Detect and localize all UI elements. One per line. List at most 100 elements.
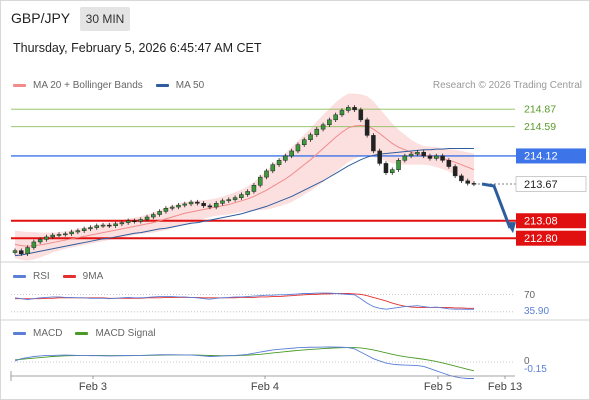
candle — [283, 153, 288, 163]
candle-body — [327, 119, 332, 126]
macd-legend: MACD MACD Signal — [13, 328, 168, 339]
candle — [371, 133, 376, 154]
candle — [446, 158, 452, 169]
candle — [144, 214, 150, 222]
candle-body — [69, 231, 74, 235]
level-label-bg-support-2 — [516, 230, 586, 246]
candle — [345, 105, 351, 113]
candle-body — [314, 128, 320, 136]
candle — [19, 248, 24, 256]
candle-body — [289, 150, 294, 157]
candle — [295, 142, 301, 154]
candle-body — [402, 155, 408, 161]
macd-swatch — [13, 332, 26, 335]
candle-body — [352, 107, 357, 111]
candle-body — [213, 203, 219, 208]
candle — [415, 150, 420, 157]
candle-body — [339, 110, 345, 116]
candle-body — [201, 203, 206, 207]
legend-ma20-label: MA 20 + Bollinger Bands — [33, 80, 143, 91]
level-label-bg-support-1 — [516, 213, 586, 229]
candle-body — [19, 250, 24, 255]
candle-body — [465, 180, 470, 184]
candle — [163, 206, 169, 214]
candle-body — [157, 211, 162, 215]
bollinger-band — [15, 93, 474, 261]
candle — [459, 173, 464, 184]
candle — [107, 222, 112, 228]
candle-body — [415, 151, 420, 155]
candle — [182, 201, 188, 208]
candle — [276, 158, 282, 167]
candle — [421, 150, 426, 159]
candle-body — [176, 204, 181, 208]
rsi-level-label: 70 — [524, 290, 536, 301]
candle — [94, 223, 99, 230]
candle — [377, 148, 382, 166]
candle — [75, 228, 81, 235]
candle — [257, 174, 263, 188]
candle — [125, 218, 131, 225]
ma50-line — [14, 147, 474, 257]
candle-body — [12, 250, 18, 253]
candle — [264, 168, 269, 180]
ma20-line — [14, 124, 475, 247]
last-price-label-bg — [515, 175, 587, 192]
legend-ma50-label: MA 50 — [175, 80, 205, 91]
candle-body — [459, 175, 464, 182]
candle — [69, 229, 74, 237]
candle-body — [276, 160, 282, 165]
candle — [270, 162, 276, 174]
candle — [25, 245, 30, 256]
timestamp: Thursday, February 5, 2026 6:45:47 AM CE… — [13, 41, 262, 55]
candle-body — [75, 230, 81, 233]
legend-macd-label: MACD — [33, 328, 63, 339]
candle-body — [358, 109, 364, 121]
legend-macd-signal-label: MACD Signal — [95, 328, 156, 339]
candle — [396, 158, 401, 172]
candle-body — [239, 194, 244, 198]
candle — [56, 232, 62, 238]
candle — [245, 189, 250, 197]
candle — [119, 220, 125, 227]
legend-rsi-ma9-label: 9MA — [82, 271, 104, 282]
candle-body — [195, 201, 200, 204]
level-label-pivot: 214.12 — [524, 151, 558, 163]
candle — [81, 226, 87, 233]
candle-body — [226, 199, 232, 202]
candle-body — [283, 155, 288, 161]
candle-body — [377, 150, 382, 164]
candle — [151, 212, 156, 220]
candle — [132, 218, 137, 224]
macd-zero-label: 0 — [524, 356, 530, 367]
candle — [31, 239, 37, 250]
candle-body — [308, 134, 313, 140]
macd-last-label: -0.15 — [524, 364, 547, 375]
main-legend: MA 20 + Bollinger Bands MA 50 — [13, 80, 217, 91]
candle — [301, 137, 307, 147]
candle — [408, 151, 414, 159]
candle — [213, 201, 219, 210]
last-price-label: 213.67 — [524, 179, 558, 191]
copyright-note: Research © 2026 Trading Central — [432, 80, 582, 91]
candle-body — [333, 114, 338, 121]
timeframe-button[interactable]: 30 MIN — [80, 7, 130, 31]
level-label-resistance-2: 214.87 — [524, 104, 556, 116]
ma20-swatch — [13, 84, 26, 87]
candle — [465, 178, 470, 186]
candle-body — [434, 155, 439, 159]
candle — [201, 201, 206, 208]
candle-body — [251, 184, 257, 192]
candle-body — [427, 155, 433, 159]
macd-line — [14, 346, 474, 379]
candle — [320, 122, 326, 132]
candle-body — [446, 160, 452, 167]
candle-body — [50, 234, 55, 238]
candle — [352, 105, 357, 113]
candle-body — [452, 166, 458, 177]
candle-body — [408, 153, 414, 157]
candle — [251, 183, 257, 194]
candle — [232, 195, 238, 202]
candle-body — [364, 119, 370, 136]
candle-body — [44, 236, 49, 240]
